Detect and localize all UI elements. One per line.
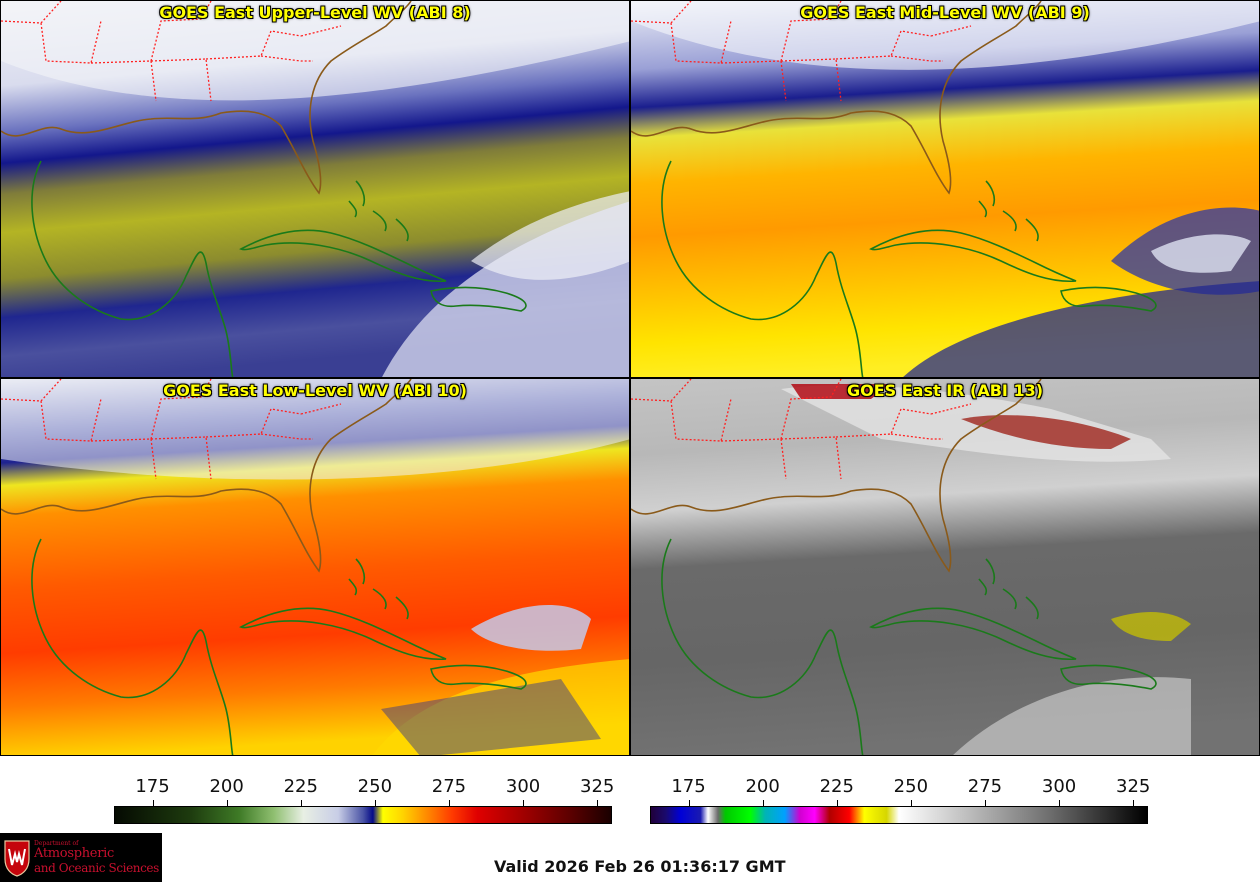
- satellite-image-upper-wv: [1, 1, 629, 377]
- aos-logo: Department of Atmospheric and Oceanic Sc…: [0, 833, 162, 882]
- mexico-coastline: [661, 160, 864, 377]
- hispaniola-coastline: [430, 286, 527, 312]
- colorbar-tick-mark: [226, 800, 228, 806]
- us-coastline: [631, 1, 1042, 195]
- colorbar-tick-label: 225: [819, 776, 854, 797]
- colorbar-tick-label: 175: [671, 776, 706, 797]
- state-borders: [1, 1, 342, 102]
- logo-oceanic: and Oceanic Sciences: [34, 861, 159, 875]
- panel-ir: GOES East IR (ABI 13): [630, 378, 1260, 756]
- colorbar-ir-gradient: [650, 806, 1148, 824]
- mexico-coastline: [661, 538, 864, 755]
- colorbar-tick-label: 325: [579, 776, 615, 797]
- state-borders: [1, 379, 342, 480]
- colorbar-tick-mark: [300, 800, 302, 806]
- cuba-coastline: [239, 229, 447, 283]
- us-coastline: [1, 1, 412, 195]
- satellite-image-ir: [631, 379, 1259, 755]
- colorbar-tick-label: 325: [1115, 776, 1151, 797]
- colorbar-tick-mark: [688, 800, 690, 806]
- colorbar-tick-label: 200: [745, 776, 780, 797]
- panel-title: GOES East Mid-Level WV (ABI 9): [800, 3, 1090, 22]
- logo-department: Department of: [34, 840, 79, 847]
- panel-mid-level-wv: GOES East Mid-Level WV (ABI 9): [630, 0, 1260, 378]
- cuba-coastline: [869, 607, 1077, 661]
- colorbar-ir: 175 200 225 250 275 300 325: [650, 770, 1151, 830]
- colorbar-tick-mark: [374, 800, 376, 806]
- colorbar-tick-label: 200: [209, 776, 244, 797]
- map-overlay: [631, 1, 1157, 377]
- panel-title: GOES East IR (ABI 13): [846, 381, 1044, 400]
- us-coastline: [1, 379, 412, 573]
- colorbar-ir-ticks: 175 200 225 250 275 300 325: [650, 770, 1151, 806]
- colorbar-tick-mark: [1059, 800, 1061, 806]
- bahamas-coastline: [978, 180, 1039, 242]
- us-coastline: [631, 379, 1042, 573]
- logo-atmospheric: Atmospheric: [34, 846, 114, 861]
- satellite-image-low-wv: [1, 379, 629, 755]
- panel-title: GOES East Low-Level WV (ABI 10): [163, 381, 467, 400]
- panel-upper-level-wv: GOES East Upper-Level WV (ABI 8): [0, 0, 630, 378]
- state-borders: [631, 1, 972, 102]
- colorbar-tick-label: 250: [893, 776, 929, 797]
- bahamas-coastline: [978, 558, 1039, 620]
- colorbar-tick-label: 250: [357, 776, 393, 797]
- colorbar-tick-label: 175: [135, 776, 170, 797]
- mexico-coastline: [31, 538, 234, 755]
- colorbar-tick-label: 225: [283, 776, 318, 797]
- cuba-coastline: [239, 607, 447, 661]
- colorbar-wv-ticks: 175 200 225 250 275 300 325: [114, 770, 615, 806]
- colorbar-tick-mark: [984, 800, 986, 806]
- colorbar-tick-mark: [1133, 800, 1135, 806]
- bahamas-coastline: [348, 180, 409, 242]
- colorbar-tick-mark: [523, 800, 525, 806]
- map-overlay: [1, 1, 527, 377]
- colorbar-tick-mark: [597, 800, 599, 806]
- colorbar-tick-label: 300: [1041, 776, 1077, 797]
- colorbar-tick-mark: [152, 800, 154, 806]
- colorbar-tick-mark: [448, 800, 450, 806]
- colorbar-tick-mark: [836, 800, 838, 806]
- colorbar-wv: 175 200 225 250 275 300 325: [114, 770, 615, 830]
- bahamas-coastline: [348, 558, 409, 620]
- mexico-coastline: [31, 160, 234, 377]
- valid-time: Valid 2026 Feb 26 01:36:17 GMT: [494, 857, 786, 876]
- hispaniola-coastline: [1060, 664, 1157, 690]
- map-overlay: [631, 379, 1157, 755]
- uw-crest-icon: [4, 840, 30, 877]
- colorbar-tick-label: 275: [967, 776, 1003, 797]
- colorbar-wv-gradient: [114, 806, 612, 824]
- colorbar-tick-mark: [910, 800, 912, 806]
- colorbar-tick-label: 300: [505, 776, 541, 797]
- panel-low-level-wv: GOES East Low-Level WV (ABI 10): [0, 378, 630, 756]
- panel-title: GOES East Upper-Level WV (ABI 8): [159, 3, 471, 22]
- hispaniola-coastline: [1060, 286, 1157, 312]
- hispaniola-coastline: [430, 664, 527, 690]
- cuba-coastline: [869, 229, 1077, 283]
- map-overlay: [1, 379, 527, 755]
- satellite-image-mid-wv: [631, 1, 1259, 377]
- colorbar-tick-label: 275: [431, 776, 467, 797]
- colorbar-tick-mark: [762, 800, 764, 806]
- state-borders: [631, 379, 972, 480]
